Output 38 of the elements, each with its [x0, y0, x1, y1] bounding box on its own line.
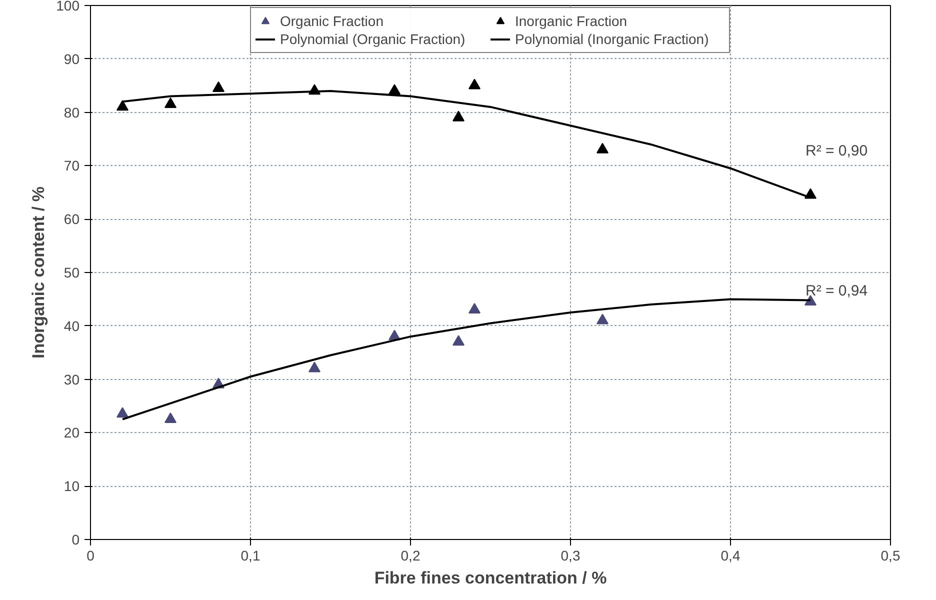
point	[212, 81, 224, 92]
y-tick-label: 20	[64, 424, 80, 441]
legend-label: Polynomial (Inorganic Fraction)	[515, 30, 710, 48]
y-tick-label: 100	[56, 0, 80, 14]
point	[308, 362, 320, 372]
x-tick-label: 0,5	[880, 548, 900, 564]
annotation: R² = 0,90	[806, 142, 868, 160]
point	[452, 335, 464, 346]
point	[116, 100, 128, 111]
point	[164, 97, 176, 108]
x-tick-label: 0,4	[720, 548, 740, 564]
point	[468, 78, 480, 90]
point	[388, 84, 400, 95]
legend-label: Polynomial (Organic Fraction)	[280, 30, 466, 48]
x-axis-title: Fibre fines concentration / %	[374, 568, 607, 588]
annotation: R² = 0,94	[806, 282, 868, 300]
y-tick-label: 50	[64, 264, 80, 280]
y-tick-label: 90	[64, 50, 80, 67]
y-tick-label: 70	[64, 158, 80, 174]
point	[164, 412, 176, 424]
y-tick-label: 80	[64, 104, 80, 120]
y-tick-label: 10	[64, 478, 80, 494]
point	[468, 303, 480, 314]
legend-label: Organic Fraction	[280, 12, 384, 30]
x-tick-label: 0,3	[560, 548, 580, 564]
x-tick-label: 0,1	[240, 548, 260, 564]
x-tick-label: 0	[86, 548, 95, 564]
point	[596, 142, 608, 154]
y-tick-label: 30	[64, 371, 80, 388]
legend-label: Inorganic Fraction	[515, 12, 628, 30]
point	[116, 407, 128, 418]
x-tick-label: 0,2	[400, 548, 420, 564]
point	[452, 110, 464, 122]
point	[596, 314, 608, 324]
y-tick-label: 60	[64, 211, 80, 228]
y-axis-title: Inorganic content / %	[29, 186, 48, 358]
y-tick-label: 0	[72, 532, 80, 548]
y-tick-label: 40	[64, 318, 80, 334]
